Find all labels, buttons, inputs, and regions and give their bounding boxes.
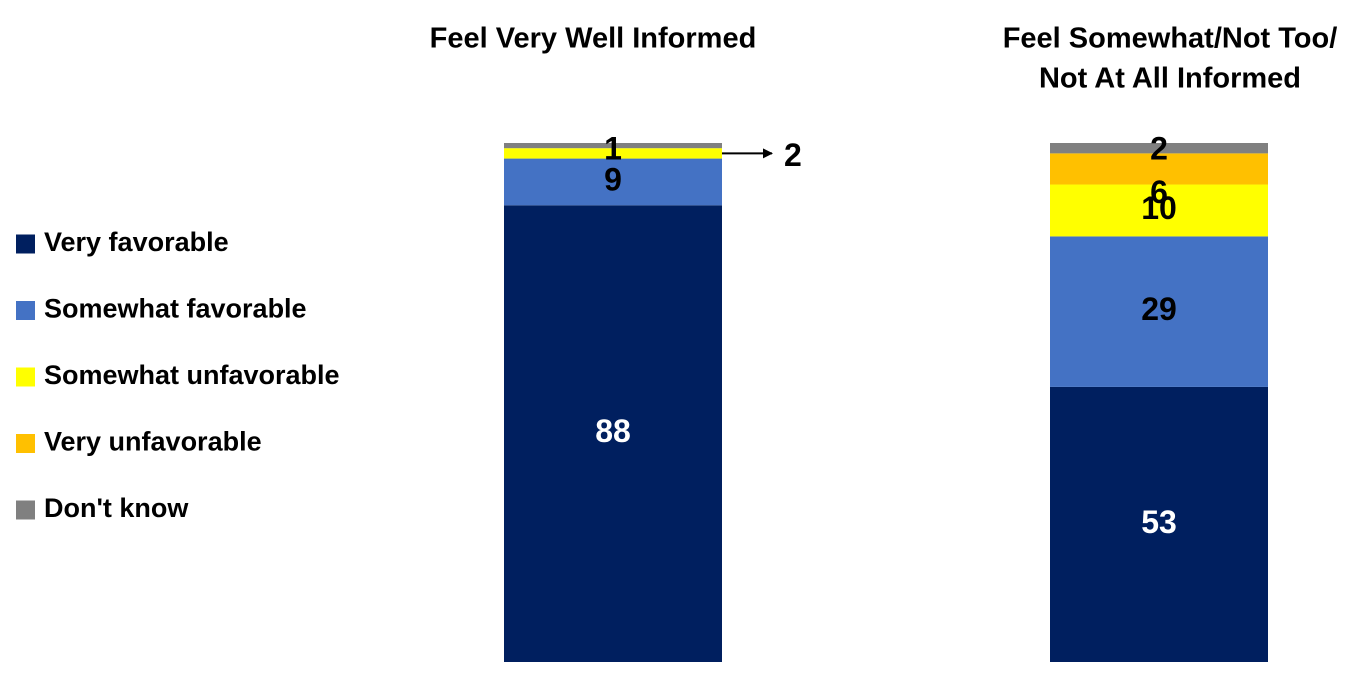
bar-segment-2-very-favorable <box>1050 386 1268 662</box>
data-label-1-very-favorable: 88 <box>595 413 631 449</box>
data-label-2-somewhat-favorable: 29 <box>1141 291 1177 327</box>
bar-segment-2-don-t-know <box>1050 143 1268 154</box>
legend-label-somewhat-unfavorable: Somewhat unfavorable <box>44 360 340 390</box>
bar-segment-1-very-favorable <box>504 205 722 662</box>
legend-swatch-very-unfavorable <box>16 434 35 453</box>
data-label-2-very-favorable: 53 <box>1141 504 1177 540</box>
data-label-2-somewhat-unfavorable: 10 <box>1141 190 1177 226</box>
callout-label-1: 2 <box>784 137 802 173</box>
category-title-1-line-1: Feel Very Well Informed <box>430 23 757 55</box>
bar-segment-1-somewhat-unfavorable <box>504 148 722 159</box>
bar-segment-2-somewhat-favorable <box>1050 236 1268 387</box>
legend-swatch-very-favorable <box>16 234 35 254</box>
data-label-1-somewhat-favorable: 9 <box>604 161 622 197</box>
category-title-2-line-2: Not At All Informed <box>1039 63 1301 95</box>
bars <box>504 143 1268 662</box>
legend: Very favorable Somewhat favorable Somewhat… <box>16 227 340 523</box>
data-label-2-very-unfavorable: 6 <box>1150 174 1168 210</box>
bar-segment-1-don-t-know <box>504 143 722 149</box>
legend-label-very-favorable: Very favorable <box>44 227 229 257</box>
bar-segment-2-somewhat-unfavorable <box>1050 184 1268 237</box>
bar-segment-1-somewhat-favorable <box>504 158 722 206</box>
data-label-1-don-t-know: 1 <box>604 130 622 166</box>
legend-swatch-somewhat-favorable <box>16 301 35 320</box>
data-label-2-don-t-know: 2 <box>1150 130 1168 166</box>
legend-swatch-somewhat-unfavorable <box>16 367 35 387</box>
legend-swatch-don-t-know <box>16 500 35 520</box>
legend-label-don-t-know: Don't know <box>44 493 189 523</box>
category-titles: Feel Very Well Informed Feel Somewhat/Not… <box>430 23 1338 95</box>
data-labels: 88 91 53 29 106 2 2 <box>595 130 1177 539</box>
category-title-2-line-1: Feel Somewhat/Not Too/ <box>1003 23 1338 55</box>
legend-label-very-unfavorable: Very unfavorable <box>44 427 262 457</box>
bar-segment-2-very-unfavorable <box>1050 153 1268 185</box>
legend-label-somewhat-favorable: Somewhat favorable <box>44 294 307 324</box>
